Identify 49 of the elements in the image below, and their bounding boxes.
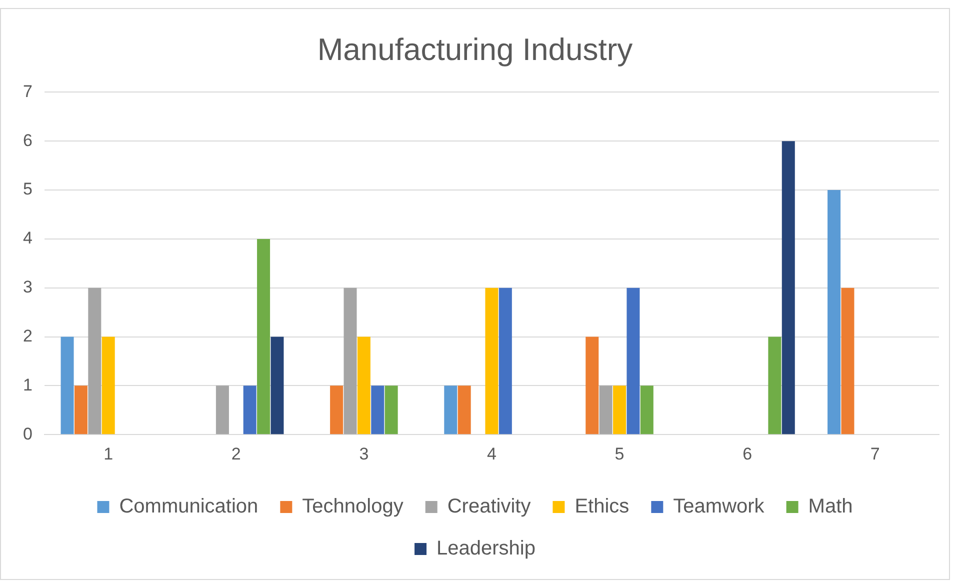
y-tick-label: 2 [22,326,32,346]
x-tick-label: 3 [359,444,369,464]
x-tick-label: 6 [742,444,752,464]
legend-label: Communication [119,496,258,518]
bar [599,386,612,434]
x-tick-label: 4 [486,444,496,464]
bar [243,386,256,434]
bar [498,288,512,434]
bar [841,288,854,434]
bar [586,336,599,434]
bar [444,386,458,434]
legend-label: Leadership [436,538,536,560]
bar [357,336,370,434]
legend-label: Teamwork [673,496,766,518]
bar [384,386,398,434]
bar [88,288,102,434]
bar [257,238,270,434]
bar [613,386,626,434]
bar [344,288,357,434]
bar [828,190,841,434]
bar [768,336,782,434]
legend-label: Technology [302,496,404,518]
bar [626,288,640,434]
bar [640,386,654,434]
y-tick-label: 7 [22,82,32,101]
y-tick-label: 4 [22,228,32,248]
x-tick-label: 1 [104,444,114,464]
legend-label: Math [808,496,853,518]
bar [330,386,344,434]
bar [270,336,284,434]
y-tick-label: 3 [22,278,32,297]
bar [74,386,88,434]
bar [371,386,384,434]
x-tick-label: 5 [614,444,624,464]
bar [102,336,115,434]
y-tick-label: 6 [22,130,32,150]
y-tick-label: 1 [22,375,32,394]
bar [458,386,471,434]
x-tick-label: 7 [870,444,880,464]
x-tick-label: 2 [231,444,241,464]
bar [485,288,498,434]
legend-label: Ethics [574,496,630,518]
bar [216,386,229,434]
y-tick-label: 5 [22,180,32,199]
legend-label: Creativity [447,496,531,518]
bar [782,141,795,434]
y-tick-label: 0 [22,424,32,444]
bar [60,336,74,434]
chart-title: Manufacturing Industry [317,32,634,68]
